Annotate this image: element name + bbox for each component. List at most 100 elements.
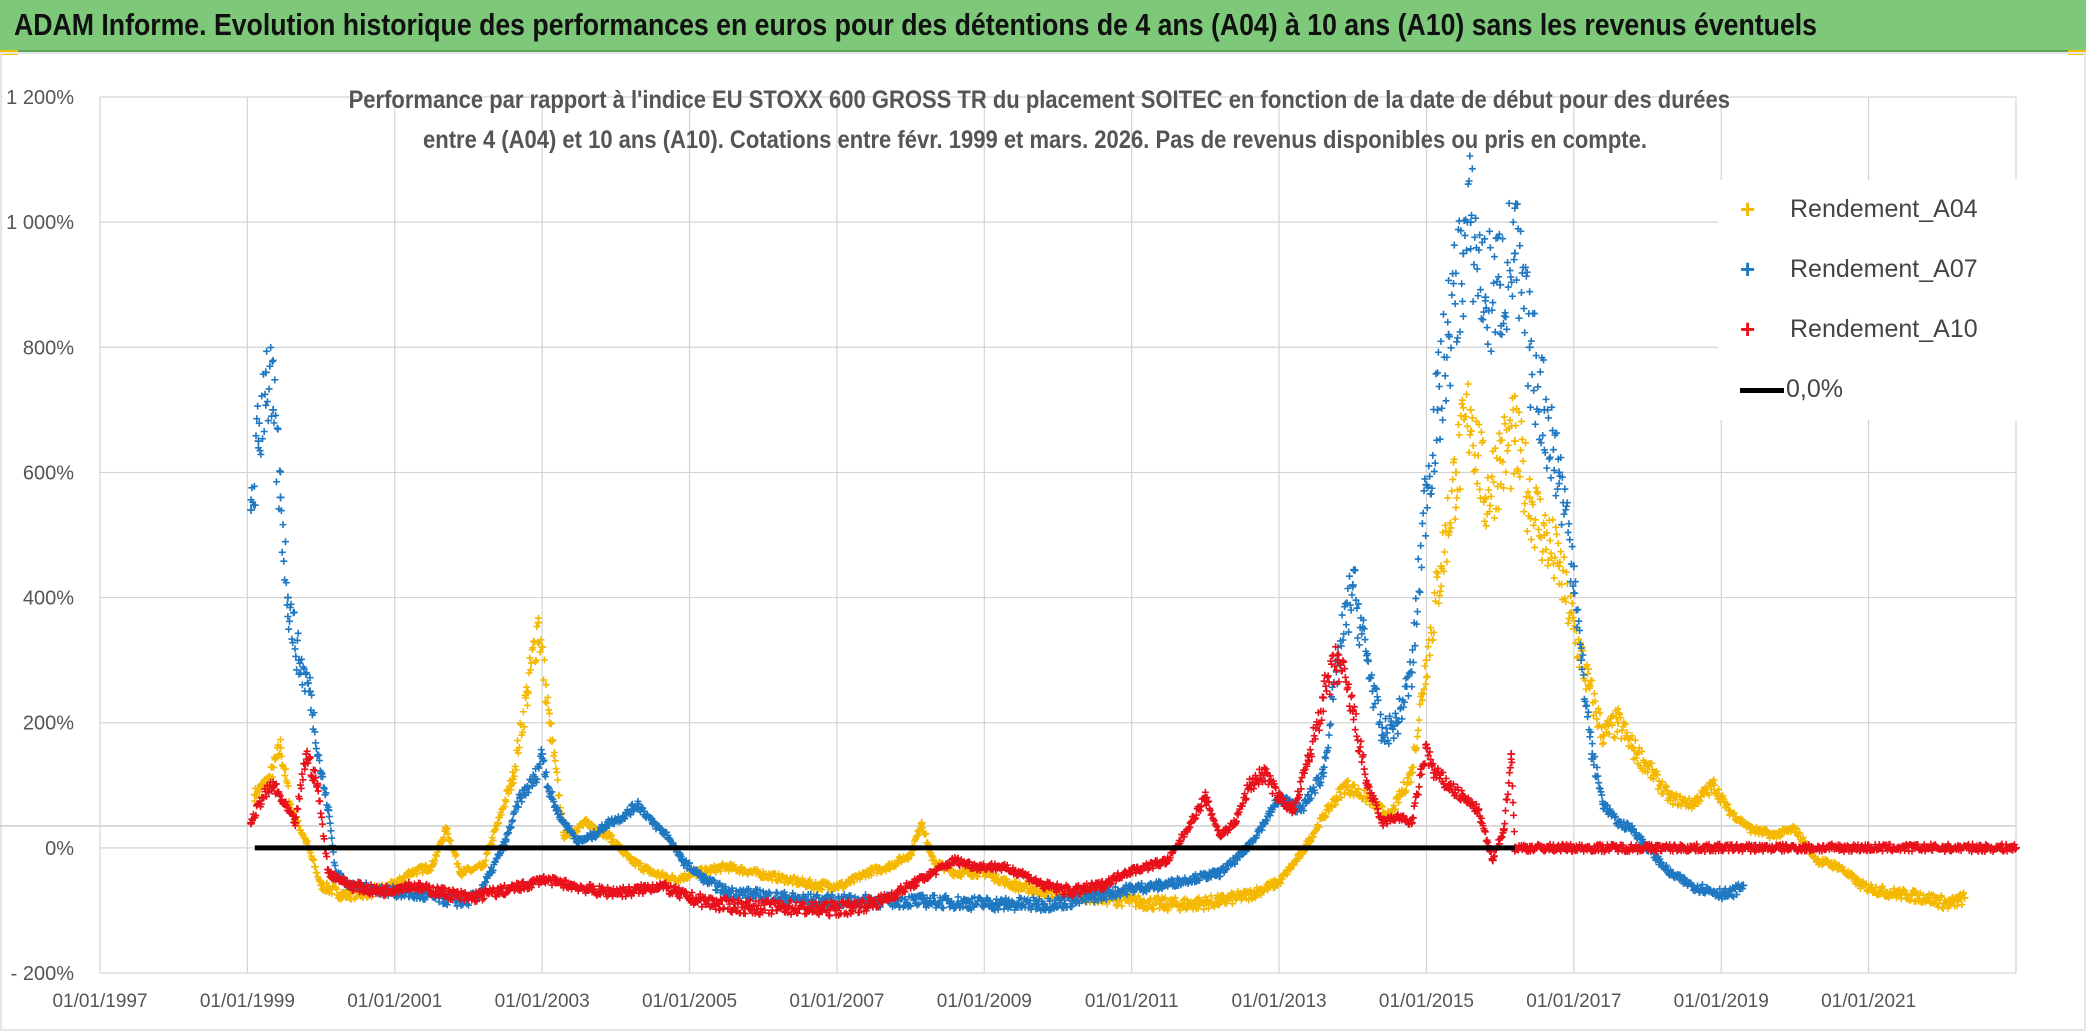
data-point [1394,730,1402,738]
data-point [540,656,548,664]
data-point [1553,485,1561,493]
data-point [1467,245,1475,253]
data-point [263,347,271,355]
data-point [1477,286,1484,294]
data-point [269,356,277,364]
data-point [481,861,489,869]
data-point [1484,340,1492,348]
data-point [550,752,558,760]
data-point [1429,451,1437,459]
data-point [1430,406,1438,414]
data-point [1560,510,1568,518]
data-point [1402,675,1410,683]
data-point [1464,380,1472,388]
data-point [1427,624,1435,632]
data-point [1510,437,1519,446]
chart-frame [0,52,2086,1031]
data-point [1436,435,1444,443]
data-point [527,659,535,667]
data-point [505,789,513,797]
y-tick-label: - 200% [11,963,75,985]
y-tick-label: 200% [23,713,74,735]
data-point [712,868,720,876]
data-point [1518,435,1526,443]
data-point [554,776,562,784]
data-point [533,623,541,631]
data-point [1338,611,1346,619]
data-point [1466,431,1474,439]
data-point [310,856,318,864]
data-point [1474,452,1482,460]
data-point [1458,280,1466,288]
data-point [1879,882,1887,890]
data-point [1496,330,1504,338]
data-point [500,803,508,811]
data-point [867,871,875,879]
data-point [1525,343,1534,352]
data-point [1502,468,1510,476]
data-point [1438,404,1446,412]
data-point [316,797,324,805]
data-point [1495,230,1503,238]
data-point [1519,457,1527,465]
data-point [285,617,293,625]
data-point [1616,710,1624,718]
data-point [1450,241,1458,249]
data-point [1531,543,1539,551]
data-point [1575,617,1583,625]
data-point [1563,499,1571,507]
data-point [1501,420,1509,428]
data-point [510,772,518,780]
data-point [781,888,789,896]
data-point [1440,548,1448,556]
data-point [1477,315,1485,323]
data-point [1531,516,1539,524]
data-point [281,538,289,546]
data-point [1444,330,1453,339]
data-point [1517,417,1525,425]
data-point [1491,328,1499,336]
data-point [1377,710,1385,718]
data-point [551,757,559,765]
data-point [1461,231,1469,239]
data-point [1502,313,1510,321]
data-point [283,593,292,602]
data-point [1504,441,1512,449]
y-tick-label: 1 200% [6,87,74,109]
data-point [272,478,280,486]
data-point [1490,279,1498,287]
data-point [509,779,517,787]
data-point [1468,165,1476,173]
data-point [1451,468,1460,477]
data-point [1404,692,1412,700]
data-point [1568,599,1576,607]
data-point [1516,242,1524,250]
data-point [1486,502,1494,510]
data-point [1481,297,1489,305]
data-point [446,836,454,844]
report-title: ADAM Informe. Evolution historique des p… [14,7,1818,42]
data-point [1568,543,1576,551]
data-point [1415,587,1423,595]
data-point [1439,416,1447,424]
data-point [1417,542,1425,550]
data-point [1344,584,1352,592]
data-point [1418,519,1426,527]
data-point [327,827,335,835]
data-point [525,669,533,677]
data-point [257,450,265,458]
data-point [1355,641,1363,649]
data-point [306,849,314,857]
data-point [1449,475,1457,483]
data-point [489,836,497,844]
data-point [325,813,333,821]
data-point [1443,558,1451,566]
data-point [1509,218,1517,226]
x-tick-label: 01/01/2003 [495,991,590,1012]
data-point [847,879,855,887]
data-point [451,852,459,860]
data-point [1560,553,1568,561]
x-tick-label: 01/01/1999 [200,991,295,1012]
data-point [311,863,319,871]
data-point [1459,312,1467,320]
